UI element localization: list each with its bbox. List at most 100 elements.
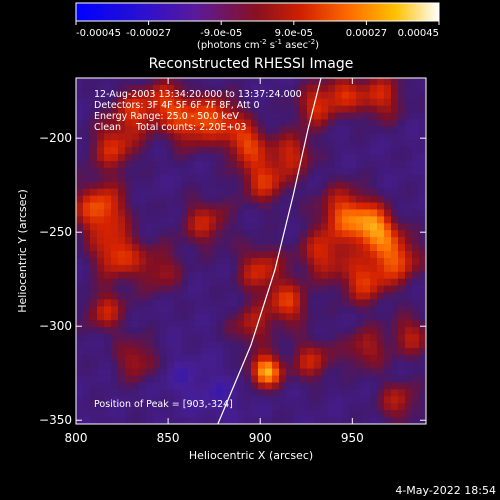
heatmap-cell [90,154,98,162]
heatmap-cell [216,327,224,335]
heatmap-cell [167,181,175,190]
heatmap-cell [202,167,210,176]
heatmap-cell [97,340,105,349]
heatmap-cell [356,396,364,404]
heatmap-cell [258,78,266,86]
heatmap-cell [209,209,217,217]
heatmap-cell [321,410,329,418]
heatmap-cell [174,368,182,377]
x-axis-label: Heliocentric X (arcsec) [189,449,313,462]
heatmap-cell [412,223,420,231]
heatmap-cell [188,347,196,356]
heatmap-cell [223,244,231,252]
heatmap-cell [181,334,189,342]
heatmap-cell [209,375,217,383]
heatmap-cell [286,244,294,252]
heatmap-cell [258,299,266,307]
heatmap-cell [300,188,308,197]
heatmap-cell [174,278,182,287]
heatmap-cell [279,347,287,356]
heatmap-cell [356,410,364,418]
heatmap-cell [195,133,203,141]
heatmap-cell [139,167,147,176]
heatmap-cell [342,389,350,397]
heatmap-cell [188,91,196,100]
heatmap-cell [258,340,266,349]
heatmap-cell [384,119,392,127]
heatmap-cell [223,112,231,121]
heatmap-cell [153,174,161,183]
heatmap-cell [384,230,392,238]
heatmap-cell [384,237,392,245]
heatmap-cell [202,126,210,134]
heatmap-cell [335,382,343,390]
heatmap-cell [237,299,245,307]
heatmap-cell [377,188,385,197]
heatmap-cell [391,292,399,300]
heatmap-cell [321,382,329,390]
heatmap-cell [195,375,203,383]
heatmap-cell [286,140,294,148]
heatmap-cell [300,230,308,238]
heatmap-cell [300,167,308,176]
heatmap-cell [104,112,112,121]
heatmap-cell [125,202,133,210]
heatmap-cell [244,368,252,377]
heatmap-cell [321,375,329,383]
heatmap-cell [125,174,133,183]
heatmap-cell [293,264,301,273]
heatmap-cell [279,140,287,148]
heatmap-cell [377,147,385,155]
heatmap-cell [167,216,175,224]
heatmap-cell [230,354,238,363]
heatmap-cell [153,313,161,321]
heatmap-cell [160,237,168,245]
heatmap-cell [356,181,364,190]
heatmap-cell [279,174,287,183]
heatmap-cell [370,195,378,204]
heatmap-cell [335,347,343,356]
heatmap-cell [272,417,280,424]
heatmap-cell [293,244,301,252]
heatmap-cell [342,382,350,390]
heatmap-cell [335,181,343,190]
heatmap-cell [237,119,245,127]
heatmap-cell [125,237,133,245]
heatmap-cell [160,264,168,273]
heatmap-cell [83,403,91,411]
heatmap-cell [384,91,392,100]
heatmap-cell [174,167,182,176]
heatmap-cell [258,181,266,190]
heatmap-cell [139,417,147,424]
heatmap-cell [300,112,308,121]
heatmap-cell [412,174,420,183]
heatmap-cell [111,237,119,245]
heatmap-cell [139,195,147,204]
heatmap-cell [223,271,231,280]
heatmap-cell [90,340,98,349]
heatmap-cell [230,347,238,356]
heatmap-cell [342,230,350,238]
heatmap-cell [279,188,287,197]
heatmap-cell [307,334,315,342]
heatmap-cell [391,209,399,217]
heatmap-cell [293,140,301,148]
heatmap-cell [237,396,245,404]
heatmap-cell [391,417,399,424]
heatmap-cell [363,223,371,231]
heatmap-cell [258,410,266,418]
heatmap-cell [419,167,426,176]
heatmap-cell [293,334,301,342]
heatmap-cell [83,195,91,204]
heatmap-cell [307,340,315,349]
heatmap-cell [293,202,301,210]
colorbar-tick-label: 0.00027 [346,28,387,39]
heatmap-cell [90,119,98,127]
heatmap-cell [216,133,224,141]
heatmap-cell [230,174,238,183]
heatmap-cell [356,188,364,197]
heatmap-cell [139,271,147,280]
heatmap-cell [90,396,98,404]
heatmap-cell [272,195,280,204]
heatmap-cell [83,174,91,183]
